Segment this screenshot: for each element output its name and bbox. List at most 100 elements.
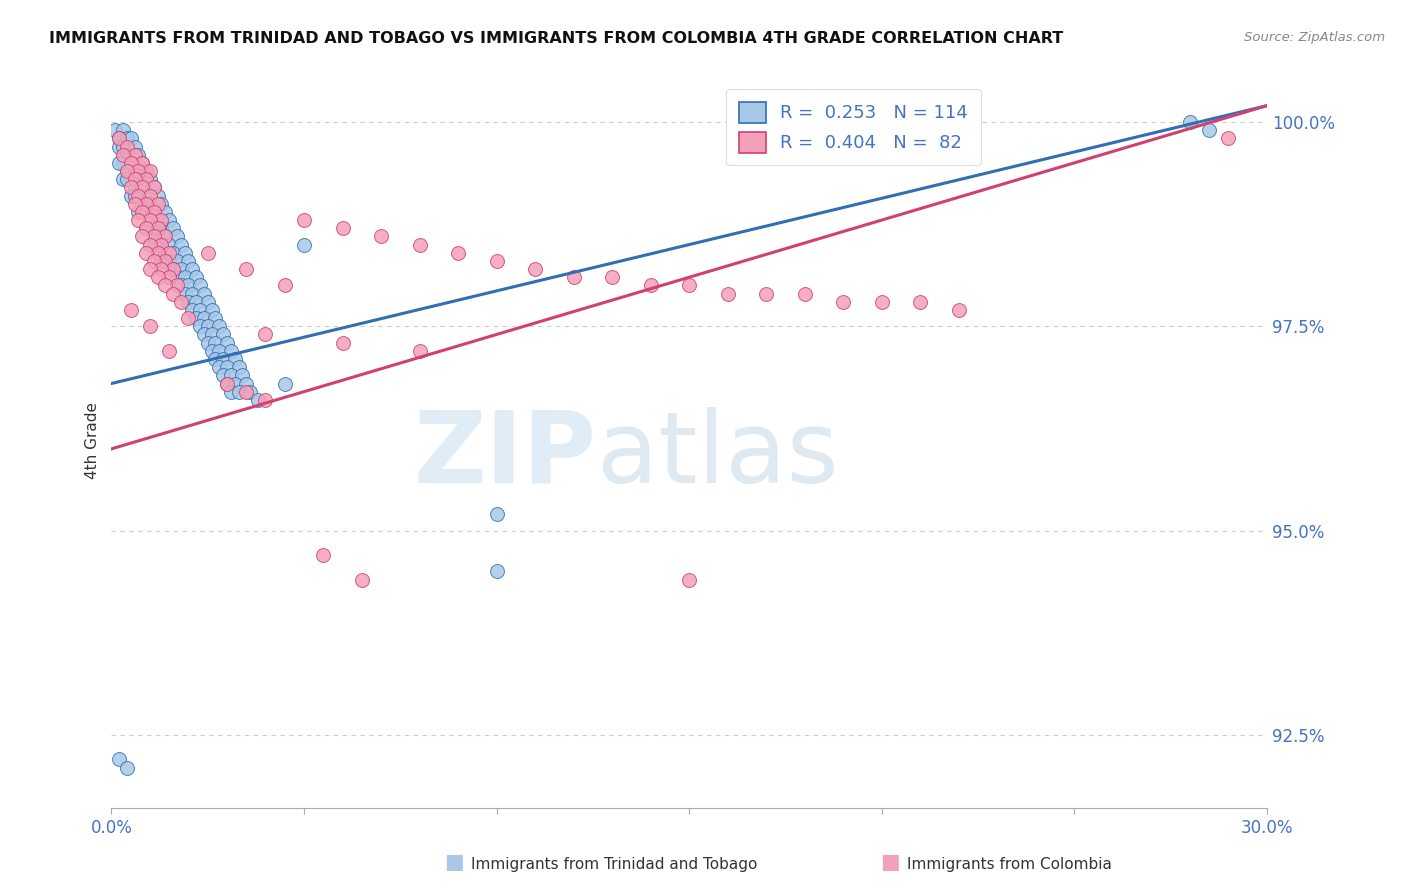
Point [124,180,146,194]
Text: ZIP: ZIP [413,407,596,504]
Point [219,384,242,399]
Point [108,752,131,766]
Point [181,262,204,277]
Point [204,335,226,350]
Point [370,229,392,244]
Point [139,237,162,252]
Point [188,302,211,317]
Point [150,196,173,211]
Point [231,368,253,383]
Point [142,221,165,235]
Point [120,302,142,317]
Point [640,278,662,293]
Point [155,245,177,260]
Point [228,360,250,375]
Point [131,180,153,194]
Point [127,188,149,202]
Point [139,213,162,227]
Point [146,245,169,260]
Point [142,205,165,219]
Point [910,294,932,309]
Point [208,319,231,334]
Point [131,156,153,170]
Point [146,270,169,285]
Point [108,139,131,153]
Point [146,188,169,202]
Point [139,262,162,277]
Legend: R =  0.253   N = 114, R =  0.404   N =  82: R = 0.253 N = 114, R = 0.404 N = 82 [725,89,980,165]
Point [135,188,157,202]
Point [200,343,222,358]
Text: IMMIGRANTS FROM TRINIDAD AND TOBAGO VS IMMIGRANTS FROM COLOMBIA 4TH GRADE CORREL: IMMIGRANTS FROM TRINIDAD AND TOBAGO VS I… [49,31,1063,46]
Point [188,278,211,293]
Point [120,156,142,170]
Point [162,262,184,277]
Point [115,761,138,775]
Point [197,319,219,334]
Point [108,131,131,145]
Point [208,343,231,358]
Point [157,254,180,268]
Point [524,262,547,277]
Point [208,360,231,375]
Point [197,294,219,309]
Text: Immigrants from Colombia: Immigrants from Colombia [907,857,1112,872]
Point [131,156,153,170]
Point [166,254,188,268]
Point [146,221,169,235]
Point [135,164,157,178]
Point [139,188,162,202]
Point [162,286,184,301]
Point [139,196,162,211]
Point [135,245,157,260]
Point [127,213,149,227]
Point [197,245,219,260]
Point [235,376,257,391]
Point [120,131,142,145]
Point [224,351,246,366]
Point [150,262,173,277]
Point [235,384,257,399]
Point [157,237,180,252]
Point [131,180,153,194]
Point [150,237,173,252]
Point [108,156,131,170]
Point [166,229,188,244]
Point [157,343,180,358]
Point [485,508,508,522]
Point [146,196,169,211]
Point [485,254,508,268]
Point [111,139,134,153]
Point [111,156,134,170]
Point [150,221,173,235]
Point [181,286,204,301]
Point [155,229,177,244]
Point [408,237,430,252]
Point [562,270,585,285]
Point [224,376,246,391]
Point [170,278,193,293]
Point [177,294,200,309]
Point [219,368,242,383]
Point [186,311,208,326]
Point [204,351,226,366]
Point [197,335,219,350]
Point [127,147,149,161]
Point [332,221,354,235]
Text: ■: ■ [880,853,900,872]
Point [115,164,138,178]
Point [177,311,200,326]
Point [157,270,180,285]
Point [115,131,138,145]
Point [1178,115,1201,129]
Point [246,392,269,407]
Point [146,229,169,244]
Point [157,270,180,285]
Point [135,196,157,211]
Point [193,327,215,342]
Point [150,254,173,268]
Point [139,319,162,334]
Point [447,245,470,260]
Point [678,573,700,587]
Text: ■: ■ [444,853,464,872]
